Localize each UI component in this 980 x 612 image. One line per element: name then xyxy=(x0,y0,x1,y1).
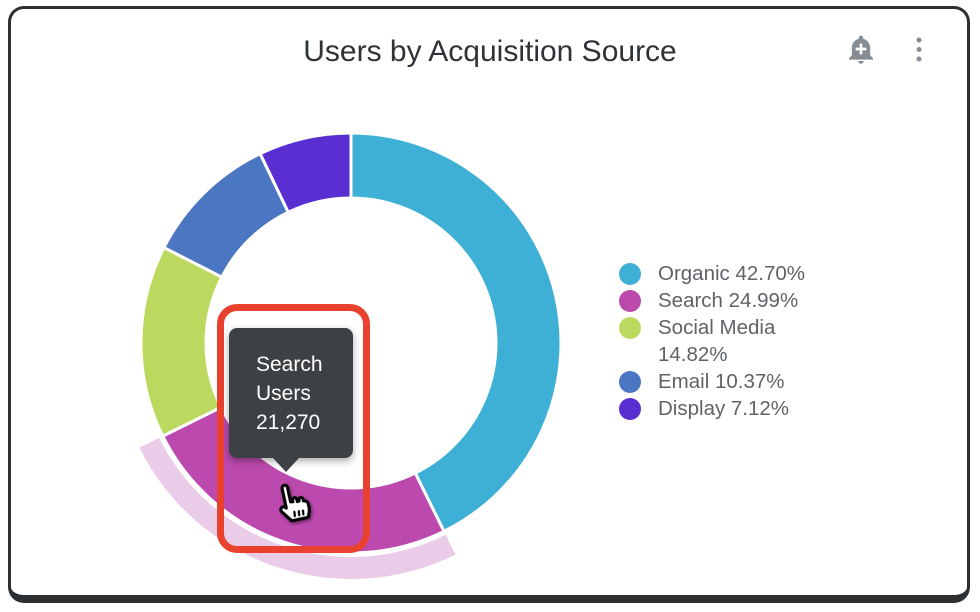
legend-label: Search 24.99% xyxy=(658,289,799,312)
legend-item: Search 24.99% xyxy=(619,287,827,314)
legend-label: Social Media 14.82% xyxy=(658,316,776,366)
tooltip-pointer xyxy=(273,458,299,472)
donut-slice-display[interactable] xyxy=(258,131,353,215)
add-alert-icon xyxy=(849,35,873,64)
donut-slice-social-media[interactable] xyxy=(139,245,224,439)
legend-swatch xyxy=(619,263,641,285)
legend-label: Organic 42.70% xyxy=(658,262,806,285)
legend-swatch xyxy=(619,317,641,339)
legend-swatch xyxy=(619,371,641,393)
legend-swatch xyxy=(619,398,641,420)
legend-label: Email 10.37% xyxy=(658,370,785,393)
legend-label: Display 7.12% xyxy=(658,397,790,420)
chart-legend: Organic 42.70% Search 24.99% Social Media … xyxy=(619,260,827,422)
chart-tooltip: Search Users 21,270 xyxy=(229,328,353,472)
legend-item: Organic 42.70% xyxy=(619,260,827,287)
add-alert-button[interactable] xyxy=(845,32,877,66)
more-vert-icon xyxy=(916,37,922,62)
more-options-button[interactable] xyxy=(910,32,928,68)
legend-item: Email 10.37% xyxy=(619,368,827,395)
donut-slice-organic[interactable] xyxy=(349,131,563,534)
legend-swatch xyxy=(619,290,641,312)
tooltip-label: Search Users xyxy=(256,353,323,405)
legend-item: Social Media 14.82% xyxy=(619,314,827,368)
page-title: Users by Acquisition Source xyxy=(303,35,677,68)
legend-item: Display 7.12% xyxy=(619,395,827,422)
tooltip-value: 21,270 xyxy=(256,411,321,434)
